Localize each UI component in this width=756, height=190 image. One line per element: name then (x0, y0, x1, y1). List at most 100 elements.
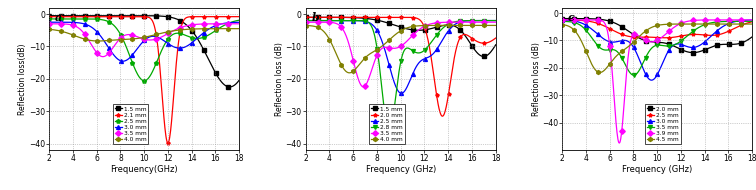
3.5 mm (120, 34, 129, 36)
1.5 mm (376, 20, 386, 22)
3.9 mm (615, 142, 624, 144)
3.5 mm (558, 20, 567, 22)
2.8 mm (363, 21, 372, 23)
Line: 3.5 mm: 3.5 mm (47, 22, 241, 59)
2.0 mm (677, 49, 686, 51)
2.8 mm (440, 26, 449, 28)
2.8 mm (438, 27, 448, 29)
2.5 mm (45, 18, 54, 20)
2.1 mm (120, 16, 129, 18)
3.0 mm (620, 39, 629, 41)
3.0 mm (183, 44, 192, 47)
2.0 mm (748, 36, 756, 38)
3.5 mm (696, 26, 705, 28)
3.5 mm (364, 79, 373, 82)
4.0 mm (165, 30, 174, 33)
1.5 mm (67, 15, 76, 17)
3.0 mm (182, 45, 191, 47)
3.0 mm (119, 60, 128, 62)
4.0 mm (45, 28, 54, 30)
2.5 mm (107, 22, 116, 24)
2.1 mm (183, 16, 192, 18)
1.5 mm (479, 55, 488, 58)
3.9 mm (696, 19, 705, 21)
Line: 4.0 mm: 4.0 mm (304, 24, 497, 75)
X-axis label: Frequency (GHz): Frequency (GHz) (622, 165, 692, 174)
2.5 mm (440, 36, 449, 38)
3.5 mm (301, 21, 310, 23)
2.0 mm (376, 16, 386, 18)
2.0 mm (558, 17, 567, 20)
1.5 mm (107, 15, 116, 17)
2.5 mm (301, 19, 310, 22)
4.0 mm (301, 24, 310, 27)
4.0 mm (94, 40, 103, 42)
2.5 mm (363, 21, 372, 23)
2.8 mm (421, 48, 430, 50)
3.5 mm (677, 39, 686, 41)
4.5 mm (696, 23, 705, 25)
3.0 mm (677, 44, 686, 46)
3.5 mm (748, 20, 756, 22)
4.0 mm (376, 45, 386, 48)
4.0 mm (67, 33, 76, 36)
3.9 mm (581, 19, 590, 21)
Line: 1.5 mm: 1.5 mm (47, 14, 241, 89)
1.5 mm (363, 17, 372, 20)
4.5 mm (634, 37, 643, 39)
4.5 mm (620, 48, 629, 51)
1.5 mm (164, 16, 173, 18)
Line: 4.0 mm: 4.0 mm (47, 27, 241, 43)
4.0 mm (183, 28, 192, 30)
Line: 4.5 mm: 4.5 mm (560, 22, 754, 74)
2.5 mm (324, 19, 333, 22)
2.1 mm (45, 16, 54, 18)
4.0 mm (345, 72, 354, 74)
2.1 mm (165, 139, 174, 141)
2.5 mm (748, 21, 756, 23)
3.5 mm (634, 71, 643, 73)
3.5 mm (438, 21, 448, 24)
2.1 mm (234, 16, 243, 18)
3.0 mm (696, 44, 705, 47)
3.5 mm (491, 21, 500, 23)
1.5 mm (45, 15, 54, 17)
3.0 mm (581, 24, 590, 26)
3.0 mm (45, 21, 54, 23)
2.5 mm (696, 33, 705, 36)
1.5 mm (491, 44, 500, 46)
2.5 mm (120, 41, 129, 44)
2.0 mm (696, 50, 705, 52)
2.0 mm (696, 50, 705, 53)
1.5 mm (439, 24, 448, 27)
3.5 mm (234, 23, 243, 25)
2.0 mm (620, 27, 629, 29)
3.5 mm (376, 48, 386, 50)
4.0 mm (324, 37, 333, 39)
Line: 3.0 mm: 3.0 mm (560, 18, 754, 82)
4.5 mm (558, 23, 567, 26)
2.5 mm (376, 37, 386, 40)
4.0 mm (421, 24, 430, 27)
3.5 mm (421, 25, 430, 27)
2.5 mm (581, 20, 590, 22)
3.0 mm (748, 19, 756, 21)
2.5 mm (165, 36, 174, 39)
1.5 mm (301, 16, 310, 18)
2.1 mm (182, 16, 191, 19)
2.8 mm (301, 19, 310, 22)
2.5 mm (661, 37, 670, 39)
2.5 mm (182, 35, 191, 37)
2.1 mm (163, 142, 172, 144)
4.0 mm (491, 24, 500, 27)
4.0 mm (364, 54, 373, 56)
4.0 mm (182, 28, 191, 30)
4.0 mm (107, 39, 116, 41)
3.5 mm (620, 61, 629, 63)
3.9 mm (748, 19, 756, 21)
2.5 mm (234, 19, 243, 21)
3.5 mm (45, 23, 54, 25)
4.0 mm (120, 38, 129, 41)
3.0 mm (633, 54, 642, 56)
3.0 mm (696, 44, 705, 46)
